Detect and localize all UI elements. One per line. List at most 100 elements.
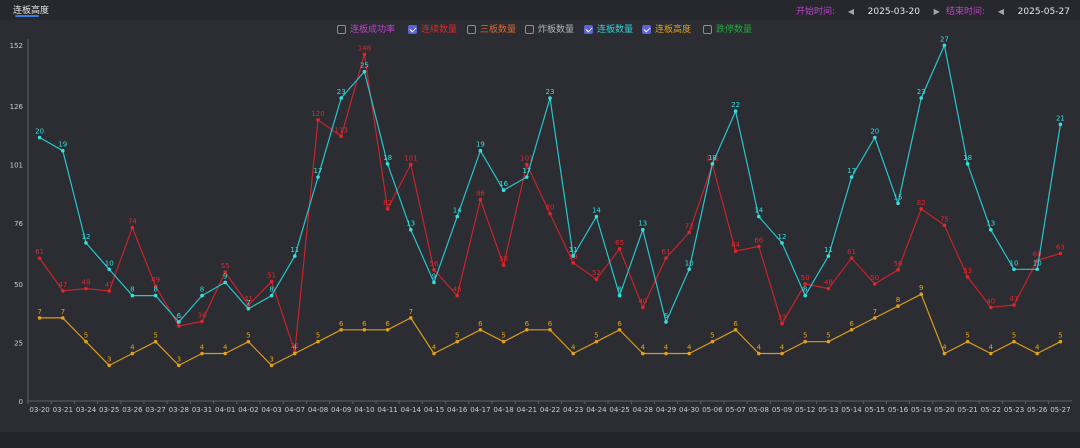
start-date-next-icon[interactable]: ▶ — [933, 7, 940, 16]
data-point — [455, 214, 460, 219]
end-date-prev-icon[interactable]: ◀ — [997, 7, 1004, 16]
checkbox-checked-icon — [584, 25, 593, 34]
y-tick-label: 50 — [14, 281, 23, 289]
data-label: 40 — [638, 297, 647, 305]
legend-item-lianban-count[interactable]: 连板数量 — [584, 22, 633, 35]
data-point — [130, 293, 135, 298]
data-point — [548, 96, 552, 100]
data-label: 19 — [476, 141, 485, 149]
data-point — [849, 175, 854, 179]
data-point — [153, 284, 158, 289]
data-point — [316, 175, 320, 179]
data-label: 12 — [778, 233, 787, 241]
data-point — [37, 256, 42, 260]
data-point — [919, 96, 923, 100]
data-point — [1012, 339, 1016, 344]
data-point — [223, 270, 227, 274]
data-point — [1012, 267, 1016, 272]
data-label: 18 — [963, 154, 972, 162]
horizontal-scrollbar[interactable] — [0, 432, 1080, 448]
data-label: 13 — [986, 220, 995, 228]
legend-item-broken-board-count[interactable]: 炸板数量 — [525, 22, 574, 35]
y-tick-label: 152 — [10, 42, 23, 50]
data-label: 82 — [917, 199, 926, 207]
data-point — [339, 96, 344, 100]
data-point — [641, 305, 645, 310]
tab-lianban-height[interactable]: 连板高度 — [13, 6, 50, 16]
data-label: 4 — [293, 344, 298, 352]
x-tick-label: 05-21 — [957, 406, 977, 414]
x-tick-label: 03-20 — [29, 406, 49, 414]
x-tick-label: 05-19 — [911, 406, 931, 414]
x-tick-label: 04-28 — [633, 406, 653, 414]
data-point — [501, 339, 506, 344]
data-label: 6 — [362, 320, 367, 328]
data-label: 8 — [200, 286, 204, 294]
data-point — [942, 351, 947, 356]
x-tick-label: 03-28 — [169, 406, 189, 414]
data-point — [989, 305, 993, 310]
end-date-value[interactable]: 2025-05-27 — [1017, 7, 1070, 17]
data-point — [687, 351, 691, 356]
data-label: 63 — [1056, 243, 1065, 251]
legend-item-success-rate[interactable]: 连板成功率 — [337, 22, 395, 35]
data-label: 7 — [61, 308, 65, 316]
data-label: 45 — [453, 286, 462, 294]
data-point — [293, 254, 297, 258]
legend-item-lianban-height[interactable]: 连板高度 — [642, 22, 691, 35]
x-tick-label: 05-07 — [725, 406, 745, 414]
data-point — [617, 246, 622, 251]
data-label: 27 — [940, 35, 949, 43]
data-point — [733, 249, 738, 253]
data-label: 21 — [1056, 114, 1065, 122]
x-tick-label: 04-18 — [493, 406, 513, 414]
data-label: 23 — [917, 88, 926, 96]
data-label: 5 — [710, 332, 714, 340]
data-label: 6 — [339, 320, 344, 328]
data-point — [641, 351, 645, 356]
data-point — [594, 339, 599, 344]
data-label: 52 — [592, 269, 601, 277]
data-point — [432, 280, 436, 285]
checkbox-icon — [703, 25, 712, 34]
x-tick-label: 05-08 — [749, 406, 769, 414]
data-label: 9 — [919, 284, 923, 292]
legend-item-continuous-count[interactable]: 连续数量 — [408, 22, 457, 35]
data-point — [293, 351, 297, 356]
checkbox-icon — [467, 25, 476, 34]
legend-item-limit-down-count[interactable]: 跌停数量 — [703, 22, 752, 35]
data-label: 13 — [638, 220, 647, 228]
data-label: 4 — [130, 344, 135, 352]
data-point — [780, 351, 784, 356]
data-label: 5 — [1058, 332, 1062, 340]
data-point — [37, 135, 42, 140]
data-point — [37, 316, 42, 320]
x-tick-label: 04-25 — [609, 406, 629, 414]
x-tick-label: 03-24 — [76, 406, 97, 414]
data-label: 101 — [404, 154, 417, 162]
data-label: 4 — [757, 344, 762, 352]
x-tick-label: 03-25 — [99, 406, 119, 414]
data-label: 56 — [430, 260, 439, 268]
data-label: 55 — [221, 262, 230, 270]
data-point — [501, 188, 506, 193]
data-point — [641, 227, 645, 232]
data-label: 60 — [1033, 250, 1042, 258]
chart-legend: 连板成功率 连续数量 三板数量 炸板数量 连板数量 连板高度 跌停数量 — [0, 22, 1080, 36]
data-point — [200, 351, 204, 356]
data-label: 47 — [105, 281, 114, 289]
data-label: 8 — [153, 286, 157, 294]
data-point — [826, 339, 831, 344]
data-label: 19 — [58, 141, 67, 149]
data-point — [269, 279, 274, 284]
data-label: 5 — [826, 332, 830, 340]
x-tick-label: 05-20 — [934, 406, 954, 414]
start-date-value[interactable]: 2025-03-20 — [867, 7, 920, 17]
start-date-prev-icon[interactable]: ◀ — [847, 7, 854, 16]
x-tick-label: 04-16 — [447, 406, 468, 414]
data-label: 6 — [525, 320, 530, 328]
legend-item-three-board-count[interactable]: 三板数量 — [467, 22, 516, 35]
data-point — [432, 351, 436, 356]
y-tick-label: 101 — [10, 161, 23, 169]
data-point — [385, 327, 390, 332]
